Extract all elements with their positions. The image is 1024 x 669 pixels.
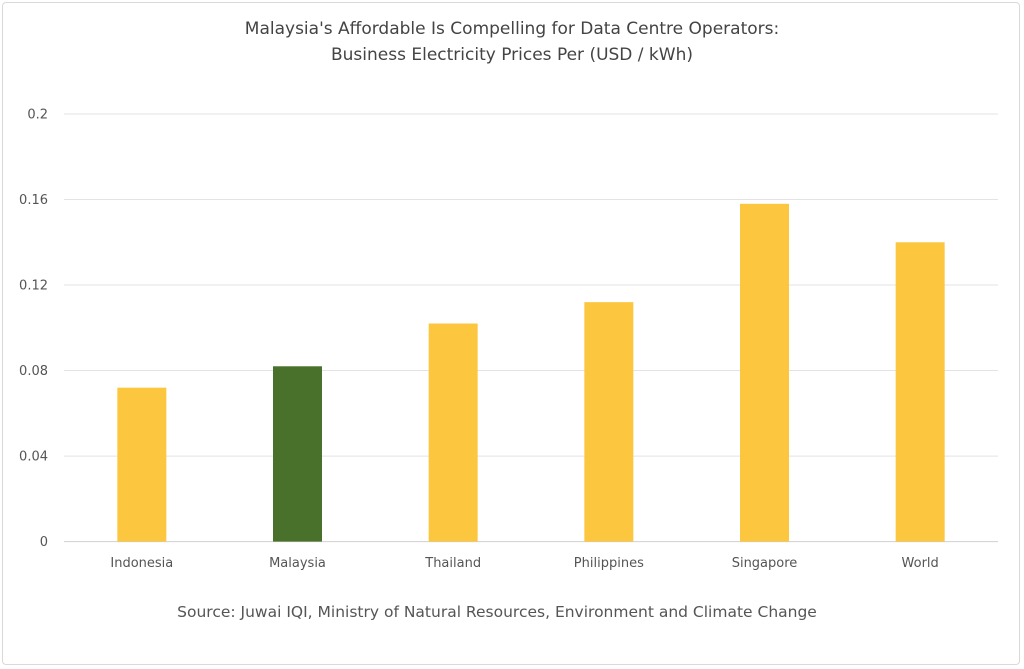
x-tick-label: Malaysia <box>269 556 326 571</box>
bar-philippines <box>584 302 634 542</box>
bar-singapore <box>740 203 789 542</box>
bar-malaysia <box>273 366 322 542</box>
x-tick-label: Thailand <box>424 556 481 571</box>
y-tick-label: 0.12 <box>19 279 48 294</box>
y-tick-label: 0.16 <box>19 193 48 208</box>
y-tick-label: 0.08 <box>19 364 48 379</box>
chart-source: Source: Juwai IQI, Ministry of Natural R… <box>177 603 817 621</box>
y-tick-label: 0.2 <box>27 108 48 123</box>
y-tick-label: 0 <box>40 535 48 550</box>
chart-title: Malaysia's Affordable Is Compelling for … <box>244 19 780 39</box>
bar-indonesia <box>117 387 167 542</box>
x-tick-label: Singapore <box>732 556 798 571</box>
x-tick-label: World <box>902 556 939 571</box>
x-tick-label: Indonesia <box>110 556 173 571</box>
chart-subtitle: Business Electricity Prices Per (USD / k… <box>331 45 693 65</box>
bar-thailand <box>428 323 478 542</box>
bar-world <box>895 242 945 542</box>
y-tick-label: 0.04 <box>19 450 48 465</box>
x-tick-label: Philippines <box>574 556 644 571</box>
